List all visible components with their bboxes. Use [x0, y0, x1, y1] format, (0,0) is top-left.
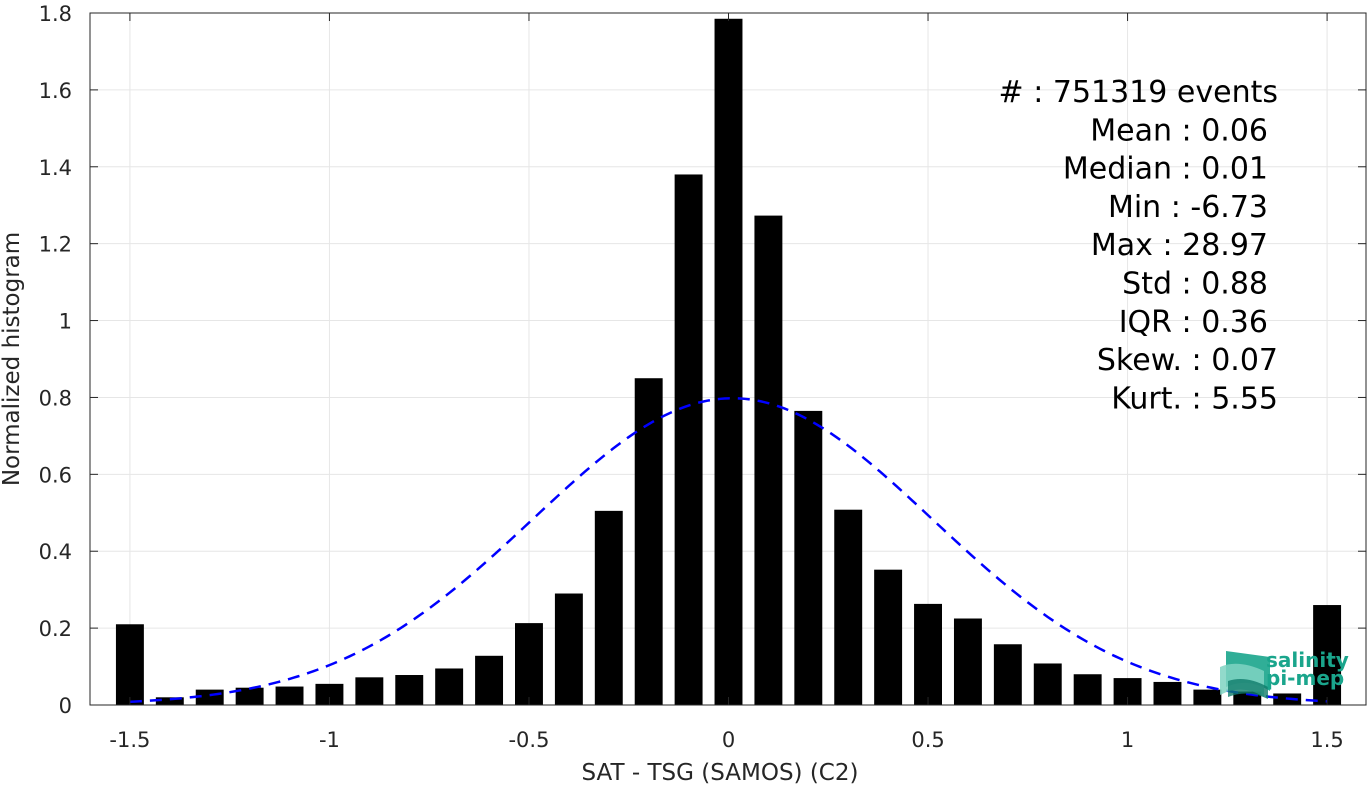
histogram-bar [554, 593, 583, 705]
histogram-bar [115, 624, 144, 705]
histogram-bars [115, 18, 1342, 706]
x-tick-label: 0 [722, 728, 735, 752]
y-tick-label: 0.4 [39, 540, 72, 564]
x-axis-label: SAT - TSG (SAMOS) (C2) [582, 760, 859, 785]
histogram-bar [315, 683, 344, 705]
stat-line: Kurt. : 5.55 [1111, 381, 1278, 416]
histogram-bar [355, 677, 384, 705]
y-tick-labels: 0 0.2 0.4 0.6 0.8 1 1.2 1.4 1.6 1.8 [39, 2, 72, 718]
x-tick-label: -1.5 [109, 728, 150, 752]
histogram-bar [395, 675, 424, 705]
x-tick-labels: -1.5 -1 -0.5 0 0.5 1 1.5 [109, 728, 1343, 752]
x-tick-label: 0.5 [911, 728, 944, 752]
axes [89, 12, 1367, 706]
histogram-bar [1033, 663, 1062, 705]
histogram-bar [1153, 681, 1182, 705]
x-tick-label: 1.5 [1310, 728, 1343, 752]
histogram-bar [1073, 674, 1102, 705]
y-axis-label: Normalized histogram [0, 232, 25, 486]
y-tick-label: 1.6 [39, 79, 72, 103]
y-tick-label: 1.4 [39, 156, 72, 180]
histogram-bar [953, 618, 982, 705]
logo-wave-icon [1220, 651, 1270, 699]
histogram-bar [993, 644, 1022, 705]
y-tick-label: 1 [59, 310, 72, 334]
salinity-pi-mep-logo: salinity pi-mep [1220, 648, 1349, 699]
logo-line2: pi-mep [1266, 666, 1344, 690]
y-tick-label: 0.8 [39, 386, 72, 410]
histogram-bar [914, 603, 942, 705]
y-tick-label: 0 [59, 694, 72, 718]
histogram-bar [594, 510, 623, 705]
stat-line: Std : 0.88 [1122, 267, 1268, 302]
stat-line: # : 751319 events [999, 75, 1278, 110]
histogram-bar [475, 655, 504, 705]
stat-line: IQR : 0.36 [1119, 305, 1268, 340]
histogram-bar [1193, 689, 1222, 705]
histogram-bar [515, 623, 543, 705]
stat-line: Mean : 0.06 [1090, 113, 1268, 148]
histogram-bar [794, 410, 823, 705]
histogram-bar [275, 686, 304, 705]
y-tick-label: 0.6 [39, 463, 72, 487]
y-tick-label: 0.2 [39, 617, 72, 641]
histogram-bar [634, 378, 663, 705]
histogram-bar [714, 18, 743, 706]
logo-line1: salinity [1266, 648, 1349, 672]
gaussian-fit-curve [129, 397, 1328, 704]
histogram-bar [1313, 605, 1342, 705]
histogram-bar [754, 215, 783, 705]
stat-line: Skew. : 0.07 [1097, 343, 1278, 378]
stat-line: Min : -6.73 [1108, 190, 1268, 225]
histogram-bar [834, 509, 863, 705]
histogram-bar [674, 174, 703, 705]
y-tick-label: 1.2 [39, 233, 72, 257]
stat-line: Max : 28.97 [1091, 228, 1268, 263]
histogram-bar [235, 687, 264, 705]
x-tick-label: -0.5 [508, 728, 549, 752]
histogram-bar [874, 569, 903, 705]
stat-line: Median : 0.01 [1063, 152, 1268, 187]
y-tick-label: 1.8 [39, 2, 72, 26]
x-tick-label: 1 [1121, 728, 1134, 752]
x-tick-label: -1 [319, 728, 340, 752]
histogram-bar [435, 668, 464, 705]
histogram-bar [155, 697, 184, 705]
